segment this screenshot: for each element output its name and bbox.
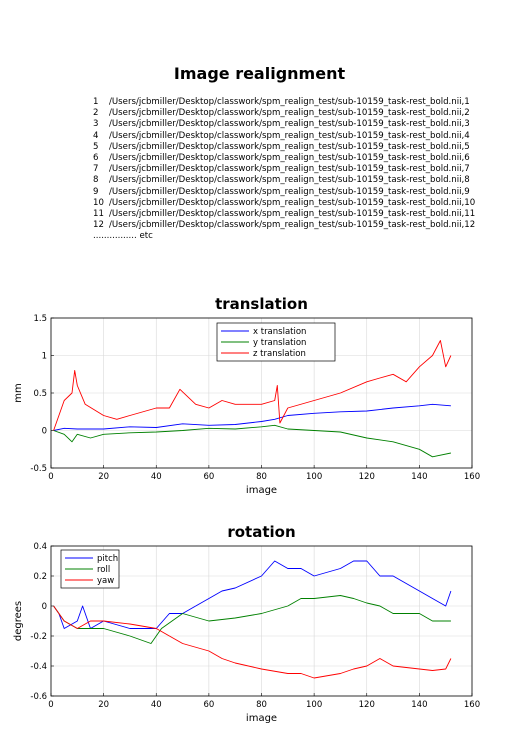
file-index: 4 xyxy=(93,130,99,141)
legend-label: x translation xyxy=(253,327,306,337)
file-path: /Users/jcbmiller/Desktop/classwork/spm_r… xyxy=(109,164,470,175)
x-tick-label: 20 xyxy=(98,472,109,482)
file-list-item: 9/Users/jcbmiller/Desktop/classwork/spm_… xyxy=(93,187,475,198)
x-tick-label: 0 xyxy=(48,472,53,482)
legend-label: yaw xyxy=(97,576,114,586)
x-tick-label: 60 xyxy=(203,700,214,710)
file-list-item: 4/Users/jcbmiller/Desktop/classwork/spm_… xyxy=(93,131,475,142)
y-tick-label: 0 xyxy=(42,427,47,437)
file-list-etc: ................ etc xyxy=(93,231,153,242)
file-list-item: 10/Users/jcbmiller/Desktop/classwork/spm… xyxy=(93,198,475,209)
y-tick-label: -0.6 xyxy=(30,692,47,702)
y-axis-label: degrees xyxy=(13,601,24,641)
file-path: /Users/jcbmiller/Desktop/classwork/spm_r… xyxy=(109,108,470,119)
file-list-item: 5/Users/jcbmiller/Desktop/classwork/spm_… xyxy=(93,142,475,153)
x-tick-label: 160 xyxy=(464,700,480,710)
file-index: 1 xyxy=(93,97,99,107)
file-path: /Users/jcbmiller/Desktop/classwork/spm_r… xyxy=(109,220,476,231)
file-path: /Users/jcbmiller/Desktop/classwork/spm_r… xyxy=(109,197,476,208)
chart-title: translation xyxy=(215,295,308,313)
x-tick-label: 140 xyxy=(411,472,427,482)
file-list-item: 11/Users/jcbmiller/Desktop/classwork/spm… xyxy=(93,209,475,220)
y-tick-label: 0 xyxy=(42,602,47,612)
series-line-pitch xyxy=(53,560,452,629)
file-index: 11 xyxy=(93,209,104,220)
file-list-item: 7/Users/jcbmiller/Desktop/classwork/spm_… xyxy=(93,164,475,175)
x-tick-label: 40 xyxy=(151,700,162,710)
x-tick-label: 80 xyxy=(256,472,267,482)
legend-label: roll xyxy=(97,565,110,575)
series-line-yaw xyxy=(53,605,452,679)
x-tick-label: 100 xyxy=(306,472,322,482)
series-line-x-translation xyxy=(53,403,451,431)
file-index: 2 xyxy=(93,108,99,119)
file-list-item: 3/Users/jcbmiller/Desktop/classwork/spm_… xyxy=(93,119,475,130)
file-list-item: 2/Users/jcbmiller/Desktop/classwork/spm_… xyxy=(93,108,475,119)
x-tick-label: 80 xyxy=(256,700,267,710)
file-list: 1/Users/jcbmiller/Desktop/classwork/spm_… xyxy=(93,97,475,243)
x-axis-label: image xyxy=(246,713,277,724)
x-tick-label: 100 xyxy=(306,700,322,710)
x-tick-label: 60 xyxy=(203,472,214,482)
file-index: 9 xyxy=(93,186,99,197)
file-index: 6 xyxy=(93,153,99,164)
series-line-z-translation xyxy=(53,340,452,431)
file-path: /Users/jcbmiller/Desktop/classwork/spm_r… xyxy=(109,141,470,152)
file-index: 8 xyxy=(93,175,99,186)
file-path: /Users/jcbmiller/Desktop/classwork/spm_r… xyxy=(109,186,470,197)
file-index: 7 xyxy=(93,164,99,175)
file-list-item: 8/Users/jcbmiller/Desktop/classwork/spm_… xyxy=(93,175,475,186)
x-tick-label: 20 xyxy=(98,700,109,710)
legend-label: y translation xyxy=(253,338,306,348)
y-tick-label: 1 xyxy=(42,352,47,362)
file-path: /Users/jcbmiller/Desktop/classwork/spm_r… xyxy=(109,153,470,164)
chart-title: rotation xyxy=(227,523,295,541)
x-axis-label: image xyxy=(246,485,277,496)
file-index: 3 xyxy=(93,119,99,130)
y-tick-label: -0.5 xyxy=(30,464,47,474)
file-index: 12 xyxy=(93,220,104,231)
x-tick-label: 120 xyxy=(359,700,375,710)
x-tick-label: 120 xyxy=(359,472,375,482)
legend-label: pitch xyxy=(97,554,118,564)
file-path: /Users/jcbmiller/Desktop/classwork/spm_r… xyxy=(109,97,470,107)
file-index: 10 xyxy=(93,197,104,208)
file-path: /Users/jcbmiller/Desktop/classwork/spm_r… xyxy=(109,130,470,141)
y-tick-label: -0.4 xyxy=(30,662,47,672)
chart-rotation: rotation 0 20 40 60 80 100 120 140 160 -0.6 -0.4 -0.… xyxy=(13,523,480,724)
x-tick-label: 40 xyxy=(151,472,162,482)
file-list-item: 12/Users/jcbmiller/Desktop/classwork/spm… xyxy=(93,220,475,231)
file-list-item: 6/Users/jcbmiller/Desktop/classwork/spm_… xyxy=(93,153,475,164)
y-tick-label: 0.2 xyxy=(33,572,47,582)
file-index: 5 xyxy=(93,141,99,152)
x-tick-label: 140 xyxy=(411,700,427,710)
x-tick-label: 160 xyxy=(464,472,480,482)
y-tick-label: 0.4 xyxy=(33,542,47,552)
y-tick-label: 0.5 xyxy=(33,389,47,399)
file-path: /Users/jcbmiller/Desktop/classwork/spm_r… xyxy=(109,175,470,186)
x-tick-label: 0 xyxy=(48,700,53,710)
y-tick-label: 1.5 xyxy=(33,314,47,324)
file-path: /Users/jcbmiller/Desktop/classwork/spm_r… xyxy=(109,209,476,220)
series-line-roll xyxy=(53,595,451,644)
y-tick-label: -0.2 xyxy=(30,632,47,642)
file-list-item: 1/Users/jcbmiller/Desktop/classwork/spm_… xyxy=(93,97,475,108)
page-title: Image realignment xyxy=(173,64,346,83)
series-line-y-translation xyxy=(53,424,451,458)
file-path: /Users/jcbmiller/Desktop/classwork/spm_r… xyxy=(109,119,470,130)
legend-label: z translation xyxy=(253,349,306,359)
y-axis-label: mm xyxy=(13,383,24,402)
